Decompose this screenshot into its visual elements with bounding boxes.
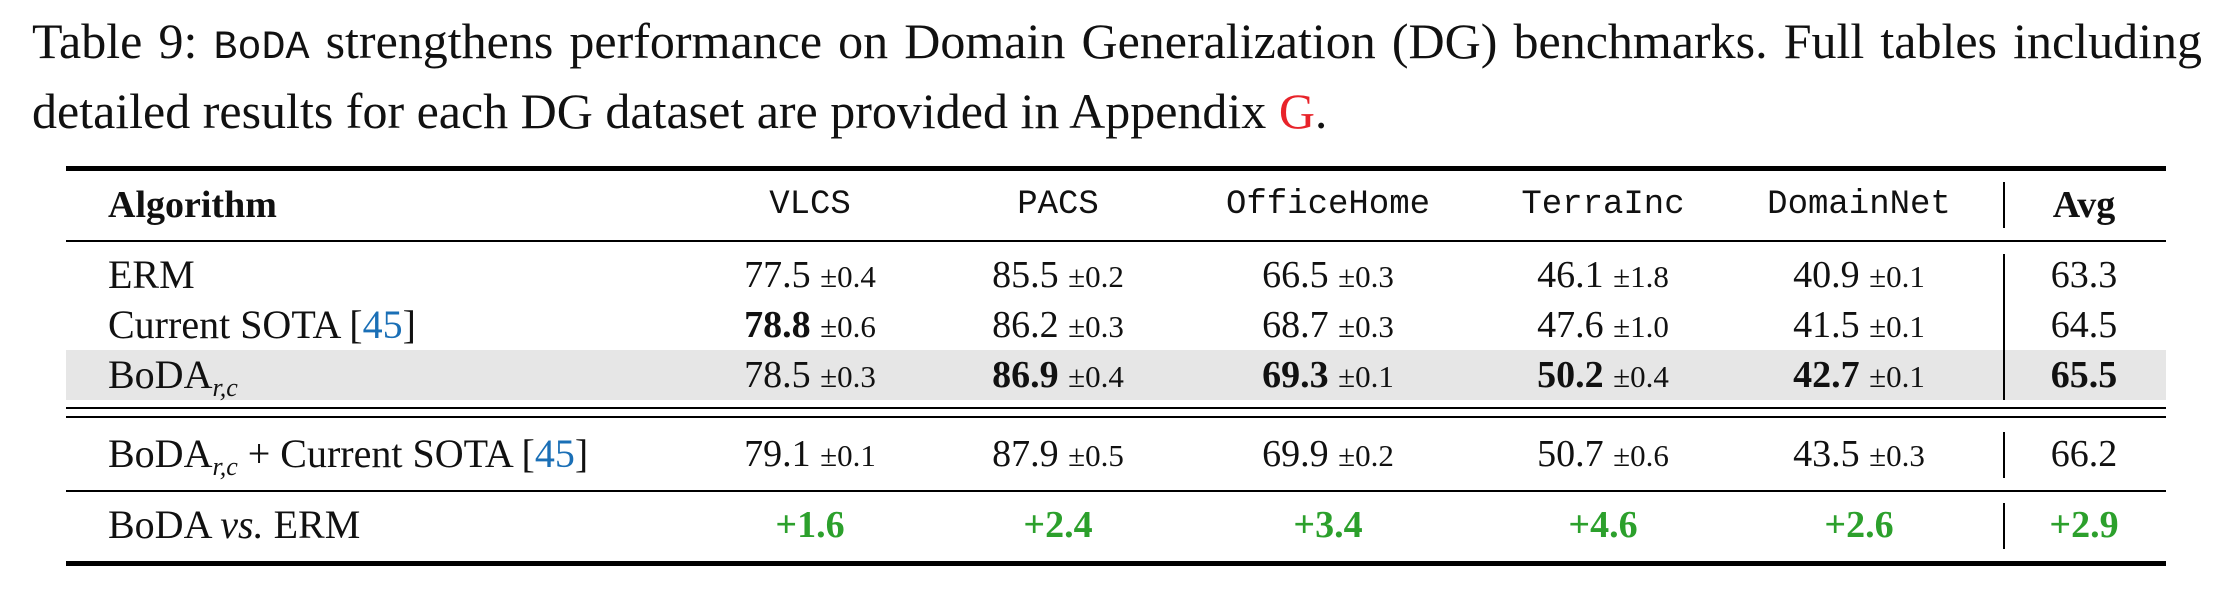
caption-text: strengthens performance on Domain Genera… <box>32 13 2202 139</box>
table-row: BoDAr,c + Current SOTA [45] 79.1 ±0.1 87… <box>66 429 2166 481</box>
citation-link[interactable]: 45 <box>362 302 403 347</box>
header-pacs: PACS <box>1017 186 1099 224</box>
cell-gain-avg: +2.9 <box>2049 504 2119 546</box>
gain-rule <box>66 490 2166 492</box>
header-vlcs: VLCS <box>769 186 851 224</box>
cell-erm-officehome: 66.5 ±0.3 <box>1262 254 1394 296</box>
cell-erm-vlcs: 77.5 ±0.4 <box>744 254 876 296</box>
avg-separator <box>2003 182 2005 228</box>
cell-erm-avg: 63.3 <box>2050 254 2118 296</box>
cell-sota-vlcs: 78.8 ±0.6 <box>744 304 876 346</box>
cell-boda-pacs: 86.9 ±0.4 <box>992 354 1124 396</box>
row-name-erm: ERM <box>108 252 195 297</box>
row-name-boda: BoDAr,c <box>108 352 238 402</box>
appendix-link[interactable]: G <box>1278 83 1315 139</box>
avg-separator <box>2003 432 2005 478</box>
row-name-sota: Current SOTA [45] <box>108 302 416 347</box>
cell-gain-terrainc: +4.6 <box>1568 504 1638 546</box>
cell-sota-pacs: 86.2 ±0.3 <box>992 304 1124 346</box>
cell-gain-pacs: +2.4 <box>1023 504 1093 546</box>
cell-erm-terrainc: 46.1 ±1.8 <box>1537 254 1669 296</box>
top-rule <box>66 166 2166 171</box>
header-algorithm: Algorithm <box>108 184 277 226</box>
row-name-combo: BoDAr,c + Current SOTA [45] <box>108 431 589 481</box>
table-row: Current SOTA [45] 78.8 ±0.6 86.2 ±0.3 68… <box>66 300 2166 350</box>
cell-combo-avg: 66.2 <box>2050 433 2118 475</box>
avg-separator <box>2003 254 2005 400</box>
row-name-gain: BoDA vs. ERM <box>108 502 361 547</box>
double-rule-top <box>66 407 2166 409</box>
caption-method-name: BoDA <box>213 26 310 71</box>
citation-link[interactable]: 45 <box>534 431 575 476</box>
cell-combo-pacs: 87.9 ±0.5 <box>992 433 1124 475</box>
caption-period: . <box>1314 83 1328 139</box>
cell-combo-officehome: 69.9 ±0.2 <box>1262 433 1394 475</box>
cell-gain-domainnet: +2.6 <box>1824 504 1894 546</box>
table-row-gain: BoDA vs. ERM +1.6 +2.4 +3.4 +4.6 +2.6 +2… <box>66 500 2166 550</box>
header-terrainc: TerraInc <box>1521 186 1685 224</box>
caption-label: Table 9: <box>32 13 214 69</box>
cell-erm-domainnet: 40.9 ±0.1 <box>1793 254 1925 296</box>
cell-boda-domainnet: 42.7 ±0.1 <box>1793 354 1925 396</box>
table-header-row: Algorithm VLCS PACS OfficeHome TerraInc … <box>66 180 2166 230</box>
table-caption: Table 9: BoDA strengthens performance on… <box>32 10 2202 142</box>
table-row: ERM 77.5 ±0.4 85.5 ±0.2 66.5 ±0.3 46.1 ±… <box>66 250 2166 300</box>
header-rule <box>66 240 2166 242</box>
cell-gain-officehome: +3.4 <box>1293 504 1363 546</box>
cell-boda-vlcs: 78.5 ±0.3 <box>744 354 876 396</box>
cell-combo-domainnet: 43.5 ±0.3 <box>1793 433 1925 475</box>
cell-gain-vlcs: +1.6 <box>775 504 845 546</box>
cell-sota-terrainc: 47.6 ±1.0 <box>1537 304 1669 346</box>
cell-erm-pacs: 85.5 ±0.2 <box>992 254 1124 296</box>
cell-combo-terrainc: 50.7 ±0.6 <box>1537 433 1669 475</box>
cell-sota-avg: 64.5 <box>2050 304 2118 346</box>
table-row-highlighted: BoDAr,c 78.5 ±0.3 86.9 ±0.4 69.3 ±0.1 50… <box>66 350 2166 402</box>
double-rule-bottom <box>66 416 2166 418</box>
cell-sota-officehome: 68.7 ±0.3 <box>1262 304 1394 346</box>
cell-combo-vlcs: 79.1 ±0.1 <box>744 433 876 475</box>
header-avg: Avg <box>2052 184 2116 226</box>
header-officehome: OfficeHome <box>1225 186 1431 224</box>
bottom-rule <box>66 561 2166 566</box>
cell-sota-domainnet: 41.5 ±0.1 <box>1793 304 1925 346</box>
cell-boda-avg: 65.5 <box>2050 354 2118 396</box>
cell-boda-officehome: 69.3 ±0.1 <box>1262 354 1394 396</box>
cell-boda-terrainc: 50.2 ±0.4 <box>1537 354 1669 396</box>
header-domainnet: DomainNet <box>1767 186 1951 224</box>
avg-separator <box>2003 503 2005 549</box>
